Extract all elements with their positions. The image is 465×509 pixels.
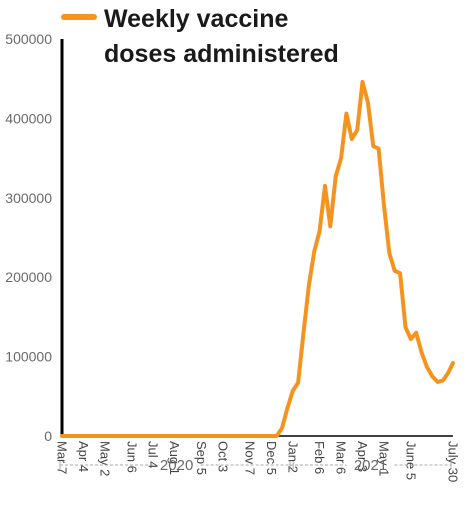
y-axis-tick-labels: 0 100000 200000 300000 400000 500000 <box>5 31 52 444</box>
weekly-doses-series-line <box>60 79 455 438</box>
x-tick-label: Aug 1 <box>167 441 182 475</box>
year-label: 2021 <box>354 457 387 474</box>
x-tick-label: Apr 3 <box>355 441 370 472</box>
x-tick-label: Nov 7 <box>242 441 257 475</box>
y-tick-label: 0 <box>44 428 52 444</box>
x-tick-label: Apr 4 <box>76 441 91 472</box>
x-axis-tick-labels: Mar 7 Apr 4 May 2 Jun 6 Jul 4 Aug 1 Sep 5 Oct 3… <box>55 441 461 482</box>
x-tick-label: Jun 6 <box>124 441 139 473</box>
x-tick-label: Mar 6 <box>334 441 349 474</box>
x-tick-label: Feb 6 <box>312 441 327 474</box>
x-tick-label: Sep 5 <box>194 441 209 475</box>
x-tick-label: May 1 <box>377 441 392 476</box>
y-tick-label: 300000 <box>5 190 52 206</box>
legend: Weekly vaccine doses administered <box>61 5 339 68</box>
year-brackets: 2020 2021 <box>59 457 452 474</box>
y-tick-label: 500000 <box>5 31 52 47</box>
x-tick-label: May 2 <box>97 441 112 476</box>
y-tick-label: 100000 <box>5 349 52 365</box>
x-tick-label: July 30 <box>446 441 461 482</box>
year-label: 2020 <box>160 457 193 474</box>
x-tick-label: Jul 4 <box>146 441 161 468</box>
legend-label-line-2: doses administered <box>104 40 339 68</box>
y-tick-label: 400000 <box>5 110 52 126</box>
legend-label-line-1: Weekly vaccine <box>104 5 288 33</box>
x-tick-label: Dec 5 <box>264 441 279 475</box>
x-tick-label: June 5 <box>403 441 418 480</box>
y-tick-label: 200000 <box>5 269 52 285</box>
x-tick-label: Mar 7 <box>55 441 70 474</box>
x-tick-label: Oct 3 <box>216 441 231 472</box>
